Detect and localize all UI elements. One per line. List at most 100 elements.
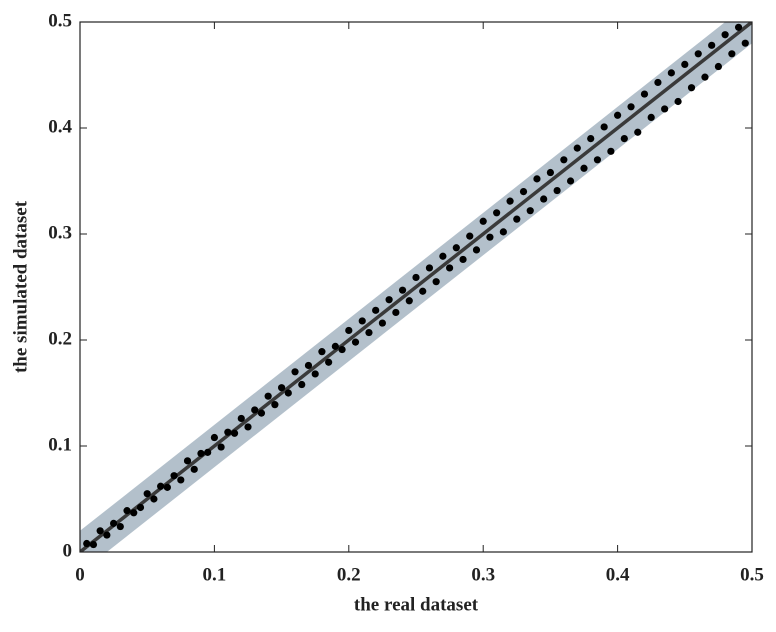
data-point xyxy=(116,522,124,531)
data-point xyxy=(486,233,494,241)
data-point xyxy=(372,306,380,314)
data-point xyxy=(701,73,709,81)
data-point xyxy=(627,103,635,111)
data-point xyxy=(573,144,581,152)
data-point xyxy=(439,252,447,260)
data-point xyxy=(714,62,723,71)
data-point xyxy=(654,78,662,87)
data-point xyxy=(681,60,689,68)
y-tick-label: 0.5 xyxy=(48,10,72,31)
data-point xyxy=(251,406,259,414)
data-point xyxy=(378,319,386,327)
x-tick-label: 0.1 xyxy=(203,564,227,585)
data-point xyxy=(170,472,178,480)
x-tick-label: 0 xyxy=(75,564,85,585)
data-point xyxy=(533,175,541,183)
data-point xyxy=(661,105,669,113)
data-point xyxy=(110,519,118,527)
data-point xyxy=(446,264,454,272)
data-point xyxy=(157,482,165,490)
data-point xyxy=(291,368,299,376)
data-point xyxy=(183,457,192,465)
data-point xyxy=(513,215,521,223)
data-point xyxy=(298,380,306,389)
x-tick-label: 0.3 xyxy=(471,564,495,585)
y-tick-label: 0.4 xyxy=(48,116,72,137)
data-point xyxy=(466,232,474,240)
data-point xyxy=(540,195,548,203)
data-point xyxy=(230,429,239,437)
data-point xyxy=(244,423,252,431)
data-point xyxy=(667,69,675,77)
data-point xyxy=(163,483,171,491)
data-point xyxy=(741,39,749,47)
data-point xyxy=(143,490,151,498)
y-tick-label: 0 xyxy=(63,540,73,561)
data-point xyxy=(553,186,561,195)
data-point xyxy=(224,428,232,436)
data-point xyxy=(150,495,158,503)
data-point xyxy=(640,90,649,98)
data-point xyxy=(728,50,736,58)
data-point xyxy=(560,156,568,164)
data-point xyxy=(459,255,467,264)
data-point xyxy=(634,128,642,136)
data-point xyxy=(345,326,353,335)
data-point xyxy=(687,84,696,92)
data-point xyxy=(130,509,138,517)
fit-line xyxy=(80,22,752,552)
data-point xyxy=(271,401,279,409)
data-point xyxy=(607,147,615,155)
data-point xyxy=(708,41,716,49)
data-point xyxy=(331,342,339,350)
data-point xyxy=(338,345,346,354)
data-point xyxy=(351,338,360,346)
data-point xyxy=(89,540,98,549)
data-point xyxy=(318,348,326,356)
data-point xyxy=(694,50,702,58)
data-point xyxy=(519,188,528,196)
data-point xyxy=(721,31,729,39)
plot-area xyxy=(80,22,752,552)
data-point xyxy=(472,246,481,254)
data-point xyxy=(405,297,413,305)
data-point xyxy=(217,443,225,451)
data-point xyxy=(432,278,440,286)
data-point xyxy=(734,23,743,31)
data-point xyxy=(204,448,212,456)
data-point xyxy=(190,465,198,473)
x-tick-label: 0.5 xyxy=(740,564,764,585)
data-point xyxy=(123,507,131,515)
data-point xyxy=(398,286,407,294)
data-point xyxy=(392,308,400,317)
data-point xyxy=(385,296,393,304)
data-point xyxy=(284,389,292,397)
data-point xyxy=(526,207,534,215)
data-point xyxy=(493,209,501,217)
data-point xyxy=(83,539,91,548)
data-point xyxy=(620,135,628,143)
data-point xyxy=(614,111,622,119)
data-point xyxy=(210,433,218,442)
data-point xyxy=(311,370,319,378)
data-point xyxy=(600,123,608,131)
data-point xyxy=(506,197,514,205)
y-tick-label: 0.2 xyxy=(48,328,72,349)
data-point xyxy=(96,527,104,535)
data-point xyxy=(304,361,313,370)
data-point xyxy=(358,317,366,325)
y-tick-label: 0.3 xyxy=(48,222,72,243)
data-point xyxy=(479,217,487,225)
data-point xyxy=(257,409,266,417)
data-point xyxy=(136,503,145,512)
data-point xyxy=(647,113,655,121)
data-point xyxy=(674,97,682,106)
data-point xyxy=(325,358,333,366)
y-axis-label: the simulated dataset xyxy=(10,200,31,373)
data-point xyxy=(419,287,427,295)
x-axis-label: the real dataset xyxy=(354,594,479,615)
data-point xyxy=(197,449,205,458)
data-point xyxy=(593,156,602,164)
plot-frame xyxy=(79,21,753,553)
